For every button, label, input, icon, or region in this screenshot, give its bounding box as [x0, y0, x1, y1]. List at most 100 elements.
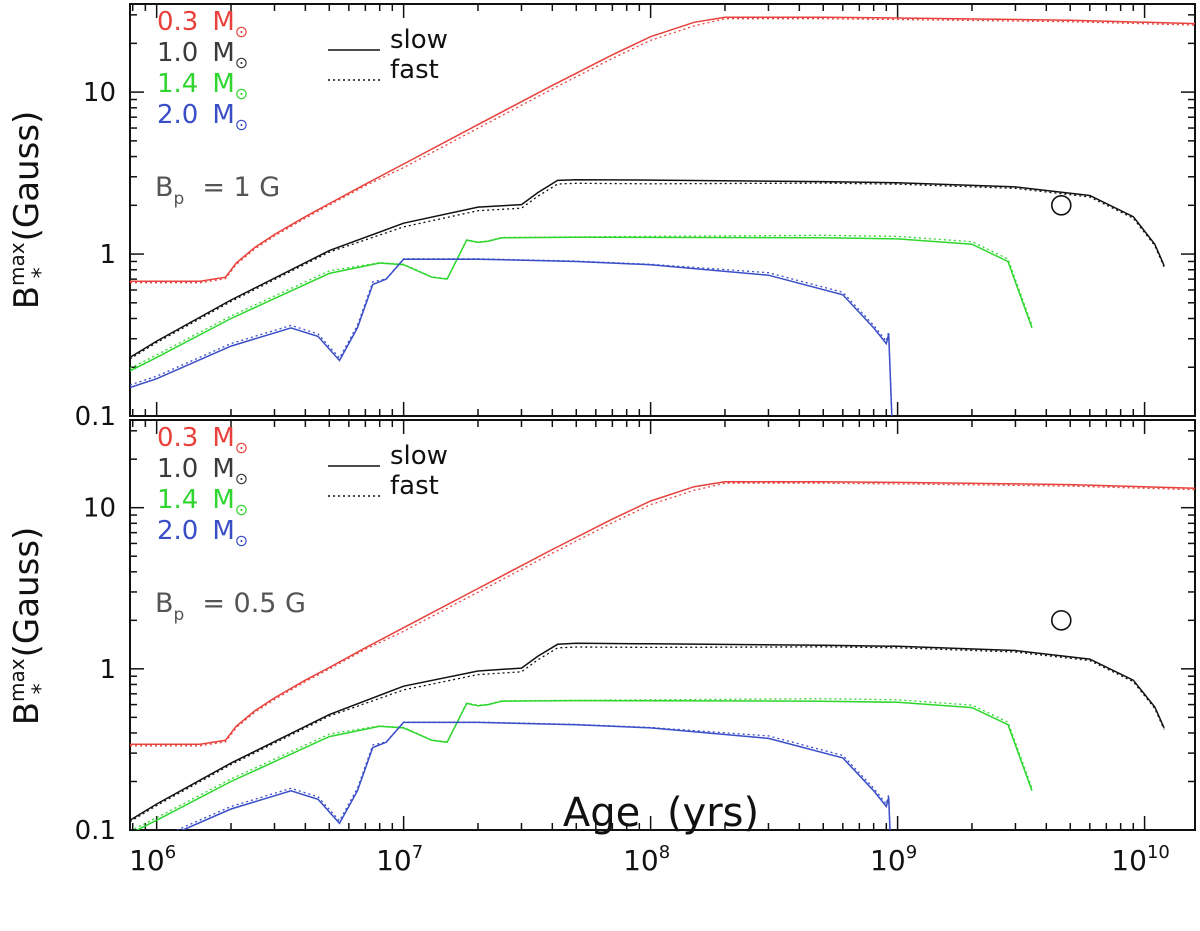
legend-mass-item: 2.0 M⊙: [157, 100, 248, 134]
sun-icon: ⊙: [235, 438, 248, 457]
legend-mass-value: 2.0: [157, 516, 198, 546]
legend-mass-unit: M: [212, 7, 234, 37]
y-axis-label-sub: *: [29, 267, 54, 278]
legend-style-slow-label: slow: [390, 25, 448, 55]
series-line-fast: [130, 18, 1195, 284]
legend-style-fast-label: fast: [390, 55, 439, 85]
sun-icon: ⊙: [235, 115, 248, 134]
legend-mass-item: 1.4 M⊙: [157, 485, 248, 519]
plot-frame: [129, 419, 1196, 831]
legend-mass-value: 1.0: [157, 454, 198, 484]
sun-icon: ⊙: [235, 469, 248, 488]
series-line-fast: [130, 646, 1165, 823]
bp-annotation-symbol: B: [155, 172, 174, 203]
bp-annotation-value: = 1 G: [202, 172, 280, 203]
series-line-fast: [130, 234, 1033, 369]
series-line-slow: [180, 721, 891, 830]
series-line-slow: [130, 258, 893, 416]
x-axis-label-main: Age: [563, 790, 640, 836]
bp-annotation: Bp = 0.5 G: [155, 588, 306, 625]
x-tick-label: 1010: [1111, 842, 1170, 877]
series-line-fast: [175, 721, 891, 830]
x-tick-label-base: 10: [623, 844, 659, 877]
y-axis-label-unit: (Gauss): [7, 111, 47, 242]
y-tick-label: 10: [83, 78, 116, 108]
legend-mass-unit: M: [212, 69, 234, 99]
y-axis-label-sup: max: [5, 242, 29, 286]
y-axis-label-main: B: [7, 702, 47, 725]
series-line-fast: [130, 182, 1165, 360]
legend-mass-value: 2.0: [157, 100, 198, 130]
legend-style-slow-label: slow: [390, 441, 448, 471]
legend-mass-item: 2.0 M⊙: [157, 516, 248, 550]
legend-mass-value: 0.3: [157, 423, 198, 453]
legend-mass-unit: M: [212, 516, 234, 546]
x-tick-label: 109: [870, 842, 917, 877]
y-axis-label-sup: max: [5, 658, 29, 702]
sun-icon: ⊙: [235, 531, 248, 550]
sun-marker: [1050, 195, 1072, 216]
x-tick-label-exponent: 9: [906, 842, 917, 863]
bp-annotation-sub: p: [174, 189, 185, 209]
x-tick-label: 108: [623, 842, 670, 877]
legend-mass-unit: M: [212, 423, 234, 453]
bp-annotation-symbol: B: [155, 588, 174, 619]
x-tick-label-base: 10: [1111, 844, 1147, 877]
bp-annotation-sub: p: [174, 605, 185, 625]
series-line-slow: [130, 16, 1195, 282]
x-tick-label-base: 10: [129, 844, 165, 877]
series-line-slow: [130, 480, 1195, 746]
x-tick-label-base: 10: [376, 844, 412, 877]
sun-icon: ⊙: [235, 53, 248, 72]
series-line-slow: [130, 178, 1165, 359]
legend-mass-unit: M: [212, 100, 234, 130]
y-tick-label: 0.1: [75, 816, 116, 846]
series-line-slow: [130, 642, 1165, 821]
y-axis-label-main: B: [7, 286, 47, 309]
legend-mass-unit: M: [212, 485, 234, 515]
sun-icon: ⊙: [235, 84, 248, 103]
x-tick-label-base: 10: [870, 844, 906, 877]
bp-annotation: Bp = 1 G: [155, 172, 280, 209]
y-tick-label: 10: [83, 494, 116, 524]
bp-annotation-value: = 0.5 G: [202, 588, 306, 619]
legend-mass-value: 1.4: [157, 69, 198, 99]
series-line-slow: [135, 699, 1033, 830]
legend-mass-item: 1.4 M⊙: [157, 69, 248, 103]
x-tick-label-exponent: 8: [659, 842, 670, 863]
sun-icon: ⊙: [235, 500, 248, 519]
plot-frame: [129, 3, 1196, 417]
x-tick-label: 106: [129, 842, 176, 877]
legend-mass-item: 0.3 M⊙: [157, 7, 248, 41]
y-tick-label: 1: [99, 240, 116, 270]
legend-mass-value: 1.4: [157, 485, 198, 515]
series-line-slow: [130, 236, 1033, 372]
legend-mass-value: 0.3: [157, 7, 198, 37]
legend-mass-unit: M: [212, 454, 234, 484]
legend-style-fast-label: fast: [390, 471, 439, 501]
y-axis-label: Bmax* (Gauss): [5, 111, 54, 310]
legend-mass-item: 1.0 M⊙: [157, 454, 248, 488]
sun-marker: [1050, 610, 1072, 631]
y-axis-label-unit: (Gauss): [7, 527, 47, 658]
x-tick-label-exponent: 7: [412, 842, 423, 863]
series-line-fast: [130, 482, 1195, 747]
y-axis-label-sub: *: [29, 683, 54, 694]
legend-mass-item: 1.0 M⊙: [157, 38, 248, 72]
legend-mass-item: 0.3 M⊙: [157, 423, 248, 457]
series-line-fast: [130, 258, 893, 416]
y-tick-label: 0.1: [75, 402, 116, 432]
y-axis-label: Bmax* (Gauss): [5, 527, 54, 726]
y-tick-label: 1: [99, 655, 116, 685]
series-lines: [130, 16, 1195, 416]
sun-icon: ⊙: [235, 22, 248, 41]
x-axis-label: Age (yrs): [563, 790, 759, 836]
series-lines: [130, 480, 1195, 830]
x-tick-label-exponent: 6: [165, 842, 176, 863]
x-tick-label: 107: [376, 842, 423, 877]
x-tick-label-exponent: 10: [1147, 842, 1170, 863]
